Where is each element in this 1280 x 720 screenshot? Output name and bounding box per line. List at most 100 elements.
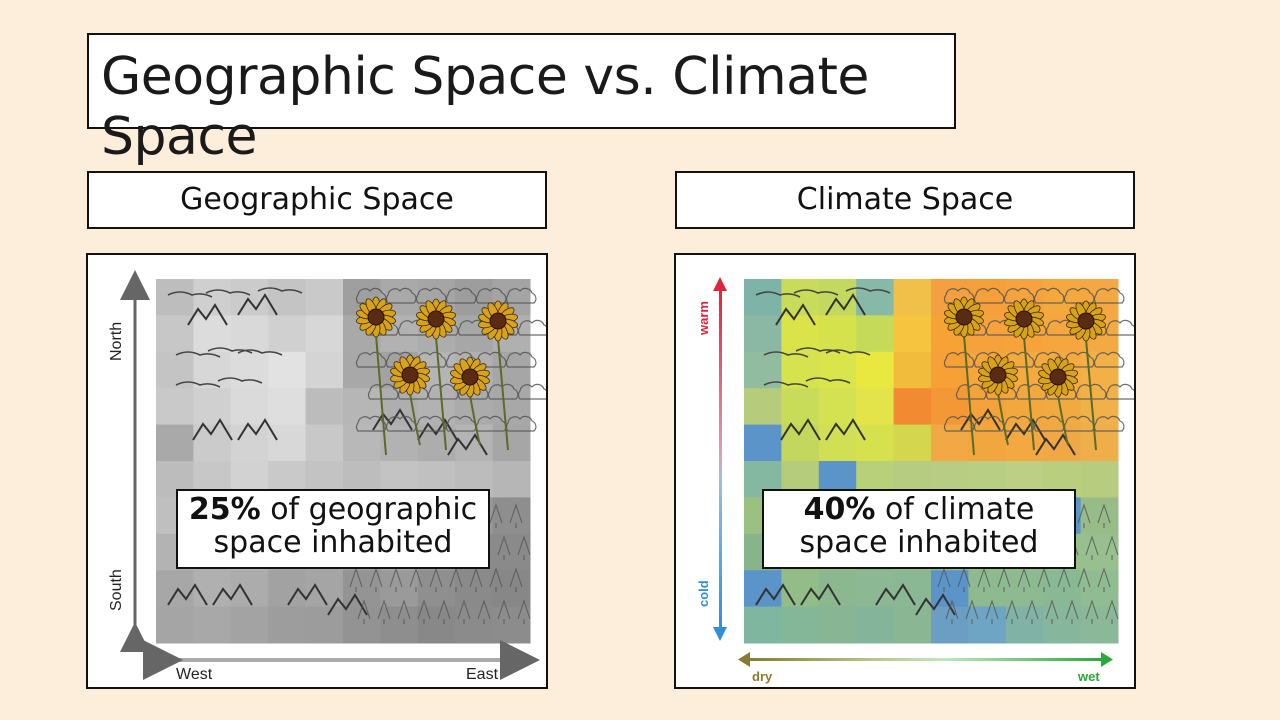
grid-cell [818, 388, 857, 426]
mountain-icon [780, 418, 821, 441]
cold-arrowhead [713, 627, 727, 641]
cloud-shrub-icon [973, 415, 1005, 432]
cloud-shrub-icon [943, 287, 975, 304]
grid-cell [744, 388, 782, 426]
sunflower-icon [478, 300, 518, 342]
geographic-space-panel: North South West East 25% of geographic … [86, 253, 548, 689]
sunflower-center [367, 308, 385, 326]
ridge-line [257, 287, 303, 294]
grid-cell [931, 570, 969, 608]
grid-cell [268, 606, 307, 644]
tree-icon [457, 599, 471, 624]
cloud-shrub-icon [1075, 383, 1107, 400]
tree-icon [945, 599, 959, 624]
grid-cell [343, 424, 381, 462]
grid-cell [492, 388, 531, 426]
grid-cell [781, 351, 820, 389]
grid-cell [156, 315, 194, 353]
grid-cell [305, 351, 344, 389]
grid-cell [492, 424, 531, 462]
tree-icon [469, 567, 483, 592]
sunflower-center [1049, 368, 1067, 386]
sunflower-icon [1004, 298, 1044, 340]
axis-label-west: West [176, 666, 213, 683]
grid-cell [193, 570, 232, 608]
grid-cell [268, 388, 307, 426]
sunflower-icon [450, 356, 490, 398]
grid-cell [417, 606, 456, 644]
mountain-icon [237, 418, 278, 441]
ridge-line [175, 381, 221, 388]
grid-cell [343, 606, 381, 644]
climate-grid [744, 279, 1119, 644]
grid-cell [492, 461, 531, 498]
mountain-icon [755, 583, 796, 606]
mountain-icon [237, 293, 278, 316]
clim-caption-line1: of climate [875, 492, 1035, 527]
cloud-shrub-icon [385, 415, 417, 432]
mountain-icon [167, 583, 208, 606]
grid-cell [380, 606, 419, 644]
grid-cell [1043, 606, 1082, 644]
climate-inhabited-label: 40% of climate space inhabited [762, 489, 1076, 569]
tree-icon [509, 567, 523, 592]
cloud-shrub-icon [487, 383, 519, 400]
sunflower-center [489, 312, 507, 330]
geo-caption-line1: of geographic [260, 492, 478, 527]
cloud-shrub-icon [517, 383, 546, 400]
sunflower-icon [944, 296, 984, 338]
grid-cell [781, 388, 820, 426]
cloud-shrub-icon [427, 383, 459, 400]
tree-icon [1045, 599, 1059, 624]
grid-cell [893, 279, 932, 316]
grid-cell [968, 424, 1007, 462]
grid-cell [156, 606, 194, 644]
grid-cell [1080, 606, 1119, 644]
grid-cell [818, 606, 857, 644]
sunflower-center [427, 310, 445, 328]
tree-icon [1085, 599, 1099, 624]
grid-cell [380, 424, 419, 462]
tree-icon [1017, 567, 1031, 592]
grid-cell [931, 424, 969, 462]
tree-icon [517, 599, 531, 624]
mountain-icon [327, 593, 368, 616]
cloud-shrub-icon [1033, 351, 1065, 368]
ridge-line [825, 349, 871, 356]
grid-cell [193, 351, 232, 389]
grid-cell [818, 315, 857, 353]
sunflower-icon [356, 296, 396, 338]
mountain-icon [775, 303, 816, 326]
tree-icon [437, 599, 451, 624]
warm-arrowhead [713, 277, 727, 291]
grid-cell [230, 388, 269, 426]
mountain-icon [800, 583, 841, 606]
grid-cell [856, 570, 895, 608]
grid-cell [268, 315, 307, 353]
grid-cell [856, 351, 895, 389]
grid-cell [893, 424, 932, 462]
cloud-shrub-icon [973, 287, 1005, 304]
cloud-shrub-icon [355, 351, 387, 368]
tree-icon [1105, 535, 1119, 560]
sunflower-center [1077, 312, 1095, 330]
ridge-line [167, 291, 213, 298]
mountain-icon [915, 593, 956, 616]
grid-cell [156, 570, 194, 608]
axis-label-cold: cold [696, 580, 711, 607]
tree-icon [1097, 567, 1111, 592]
cloud-shrub-icon [1093, 415, 1125, 432]
sunflower-center [1015, 310, 1033, 328]
axis-label-wet: wet [1078, 669, 1100, 684]
mountain-icon [417, 418, 458, 441]
grid-cell [893, 315, 932, 353]
ridge-line [175, 351, 221, 358]
mountain-icon [825, 418, 866, 441]
axis-label-warm: warm [696, 301, 711, 335]
cloud-shrub-icon [475, 287, 507, 304]
geographic-heading-box: Geographic Space [87, 171, 547, 229]
cloud-shrub-icon [367, 383, 399, 400]
mountain-icon [192, 418, 233, 441]
mountain-icon [287, 583, 328, 606]
grid-cell [492, 606, 531, 644]
